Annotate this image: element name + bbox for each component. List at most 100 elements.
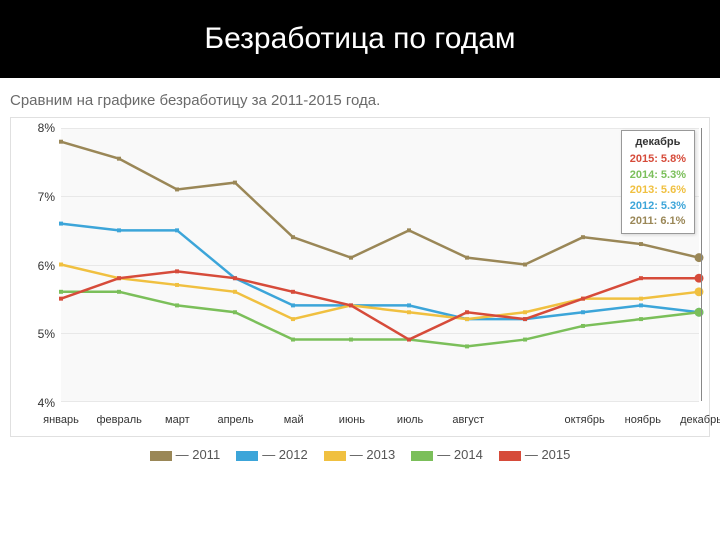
x-axis-label: июнь bbox=[339, 414, 365, 426]
series-marker bbox=[349, 303, 353, 307]
series-marker bbox=[175, 269, 179, 273]
series-marker bbox=[523, 310, 527, 314]
y-axis-label: 7% bbox=[11, 190, 55, 204]
series-marker bbox=[117, 157, 121, 161]
x-axis-label: октябрь bbox=[565, 414, 605, 426]
series-marker bbox=[291, 317, 295, 321]
series-marker bbox=[407, 310, 411, 314]
legend-swatch bbox=[150, 451, 172, 461]
series-end-dot bbox=[695, 287, 704, 296]
legend-item-2012: — 2012 bbox=[236, 447, 308, 462]
series-marker bbox=[465, 344, 469, 348]
legend-swatch bbox=[499, 451, 521, 461]
tooltip-row: 2014: 5.3% bbox=[630, 168, 686, 183]
series-marker bbox=[465, 310, 469, 314]
series-marker bbox=[233, 276, 237, 280]
series-marker bbox=[291, 235, 295, 239]
series-marker bbox=[175, 283, 179, 287]
legend-item-2013: — 2013 bbox=[324, 447, 396, 462]
series-marker bbox=[175, 228, 179, 232]
series-marker bbox=[407, 338, 411, 342]
tooltip: декабрь 2015: 5.8%2014: 5.3%2013: 5.6%20… bbox=[621, 130, 695, 234]
legend-label: — 2012 bbox=[262, 447, 308, 462]
series-marker bbox=[175, 187, 179, 191]
series-marker bbox=[59, 290, 63, 294]
x-axis-label: июль bbox=[397, 414, 423, 426]
series-marker bbox=[639, 297, 643, 301]
x-axis-label: март bbox=[165, 414, 190, 426]
series-marker bbox=[581, 297, 585, 301]
plot-area: декабрь 2015: 5.8%2014: 5.3%2013: 5.6%20… bbox=[61, 128, 699, 401]
y-axis-label: 6% bbox=[11, 259, 55, 273]
tooltip-vertical-line bbox=[701, 128, 702, 401]
series-end-dot bbox=[695, 253, 704, 262]
chart-container: декабрь 2015: 5.8%2014: 5.3%2013: 5.6%20… bbox=[10, 117, 710, 437]
x-axis-label: май bbox=[284, 414, 304, 426]
y-axis-label: 5% bbox=[11, 327, 55, 341]
series-end-dot bbox=[695, 274, 704, 283]
series-marker bbox=[581, 310, 585, 314]
series-marker bbox=[117, 276, 121, 280]
y-axis-label: 4% bbox=[11, 396, 55, 410]
x-axis-label: декабрь bbox=[680, 414, 720, 426]
series-marker bbox=[349, 256, 353, 260]
series-marker bbox=[59, 297, 63, 301]
gridline bbox=[61, 401, 699, 402]
series-marker bbox=[59, 140, 63, 144]
series-marker bbox=[175, 303, 179, 307]
legend-label: — 2015 bbox=[525, 447, 571, 462]
legend-label: — 2013 bbox=[350, 447, 396, 462]
series-marker bbox=[291, 290, 295, 294]
tooltip-row: 2011: 6.1% bbox=[630, 214, 686, 229]
y-axis-label: 8% bbox=[11, 121, 55, 135]
series-marker bbox=[59, 222, 63, 226]
series-marker bbox=[523, 317, 527, 321]
series-marker bbox=[233, 290, 237, 294]
x-axis-label: август bbox=[452, 414, 484, 426]
legend-item-2011: — 2011 bbox=[150, 447, 221, 462]
legend-swatch bbox=[411, 451, 433, 461]
series-marker bbox=[465, 317, 469, 321]
x-axis-label: апрель bbox=[217, 414, 253, 426]
series-marker bbox=[117, 228, 121, 232]
series-marker bbox=[233, 310, 237, 314]
series-marker bbox=[233, 181, 237, 185]
series-marker bbox=[639, 242, 643, 246]
series-marker bbox=[639, 317, 643, 321]
legend-swatch bbox=[236, 451, 258, 461]
series-marker bbox=[523, 338, 527, 342]
legend-label: — 2011 bbox=[176, 447, 221, 462]
tooltip-row: 2012: 5.3% bbox=[630, 199, 686, 214]
series-marker bbox=[581, 235, 585, 239]
page-title: Безработица по годам bbox=[0, 0, 720, 78]
series-line-2011 bbox=[61, 142, 699, 265]
x-axis-label: февраль bbox=[96, 414, 141, 426]
series-end-dot bbox=[695, 308, 704, 317]
series-marker bbox=[523, 263, 527, 267]
tooltip-row: 2015: 5.8% bbox=[630, 152, 686, 167]
series-line-2014 bbox=[61, 292, 699, 347]
series-marker bbox=[117, 290, 121, 294]
legend-item-2015: — 2015 bbox=[499, 447, 571, 462]
legend-item-2014: — 2014 bbox=[411, 447, 483, 462]
series-marker bbox=[291, 303, 295, 307]
subtitle: Сравним на графике безработицу за 2011-2… bbox=[0, 78, 720, 117]
legend-label: — 2014 bbox=[437, 447, 483, 462]
line-chart-svg bbox=[61, 128, 699, 401]
tooltip-row: 2013: 5.6% bbox=[630, 183, 686, 198]
series-marker bbox=[639, 303, 643, 307]
legend-swatch bbox=[324, 451, 346, 461]
x-axis-label: ноябрь bbox=[625, 414, 661, 426]
legend: — 2011 — 2012 — 2013 — 2014 — 2015 bbox=[0, 437, 720, 462]
series-marker bbox=[639, 276, 643, 280]
series-marker bbox=[59, 263, 63, 267]
series-marker bbox=[465, 256, 469, 260]
series-marker bbox=[407, 303, 411, 307]
series-marker bbox=[407, 228, 411, 232]
tooltip-title: декабрь bbox=[630, 135, 686, 150]
series-marker bbox=[581, 324, 585, 328]
series-line-2012 bbox=[61, 224, 699, 320]
series-marker bbox=[291, 338, 295, 342]
series-marker bbox=[349, 338, 353, 342]
x-axis-label: январь bbox=[43, 414, 79, 426]
